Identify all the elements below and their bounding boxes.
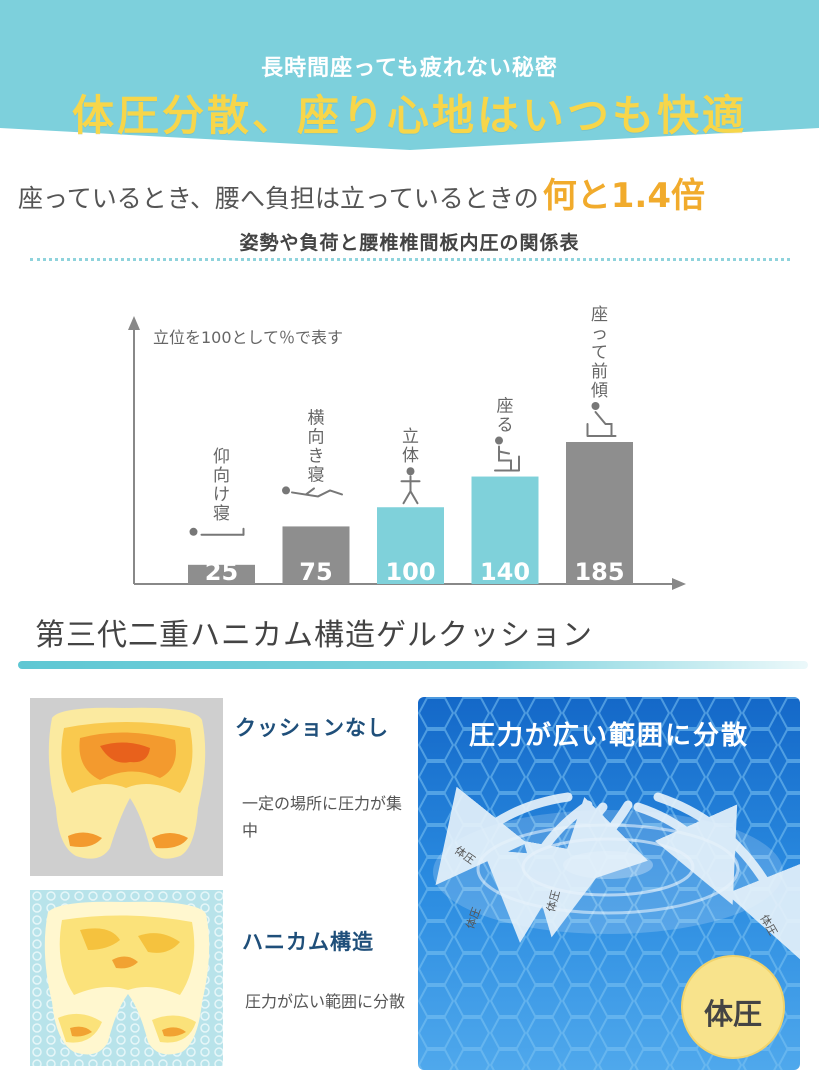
banner-title: 体圧分散、座り心地はいつも快適 [71, 91, 747, 140]
bar-4 [566, 442, 633, 584]
banner-background [0, 0, 819, 150]
bar-value-label: 100 [385, 558, 435, 586]
bar-3 [471, 476, 539, 584]
banner-subtitle: 長時間座っても疲れない秘密 [261, 56, 558, 81]
section-title: 第三代二重ハニカム構造ゲルクッション [35, 618, 593, 653]
headline-emphasis: 何と1.4倍 [542, 176, 705, 216]
body-pressure-badge: 体圧 [681, 955, 785, 1059]
no-cushion-pressure-image [30, 698, 223, 876]
honeycomb-gel-illustration [418, 697, 800, 1070]
dotted-divider [30, 258, 790, 261]
headline: 座っているとき、腰へ負担は立っているときの 何と1.4倍 [18, 168, 808, 217]
chart-icons [189, 402, 617, 536]
sitting-leaning-icon [586, 402, 617, 437]
category-label: 座って前傾 [591, 305, 608, 401]
chart-note: 立位を100として％で表す [153, 328, 344, 347]
chart-category-labels: 仰向け寝 横向き寝 立体 座る 座って前傾 [213, 305, 608, 524]
table-title: 姿勢や負荷と腰椎椎間板内圧の関係表 [239, 232, 580, 254]
bar-value-label: 140 [480, 558, 530, 586]
bar-value-label: 75 [299, 558, 332, 586]
chart-value-labels: 25 75 100 140 185 [205, 558, 625, 586]
sitting-icon [494, 436, 520, 472]
honeycomb-heading: ハニカム構造 [242, 930, 374, 954]
category-label: 座る [497, 397, 514, 436]
pressure-distribution-panel: 圧力が広い範囲に分散 体圧 体圧 体圧 体圧 体圧 [418, 697, 800, 1070]
category-label: 立体 [402, 427, 419, 466]
header-banner: 長時間座っても疲れない秘密 体圧分散、座り心地はいつも快適 [0, 0, 819, 150]
category-label: 仰向け寝 [213, 447, 230, 524]
bar-2 [377, 507, 444, 584]
bar-1 [282, 526, 350, 584]
pressure-distribution-title: 圧力が広い範囲に分散 [468, 721, 749, 751]
no-cushion-description: 一定の場所に圧力が集中 [242, 794, 403, 840]
lying-supine-icon [189, 527, 245, 536]
bar-value-label: 25 [205, 558, 238, 586]
standing-icon [400, 467, 421, 505]
section-divider [18, 661, 808, 669]
honeycomb-description: 圧力が広い範囲に分散 [245, 992, 406, 1011]
bar-0 [188, 564, 255, 584]
badge-label: 体圧 [703, 997, 762, 1031]
headline-text: 座っているとき、腰へ負担は立っているときの [18, 184, 539, 213]
lying-side-icon [282, 486, 343, 498]
y-axis-arrow [128, 316, 140, 330]
no-cushion-heading: クッションなし [235, 716, 389, 740]
category-label: 横向き寝 [308, 408, 325, 485]
chart-bars [188, 442, 633, 584]
pressure-bar-chart: 25 75 100 140 185 仰向け寝 横向き寝 立体 座る 座って前傾 [128, 305, 686, 590]
x-axis-arrow [672, 578, 686, 590]
honeycomb-pressure-image [30, 890, 223, 1066]
bar-value-label: 185 [574, 558, 624, 586]
